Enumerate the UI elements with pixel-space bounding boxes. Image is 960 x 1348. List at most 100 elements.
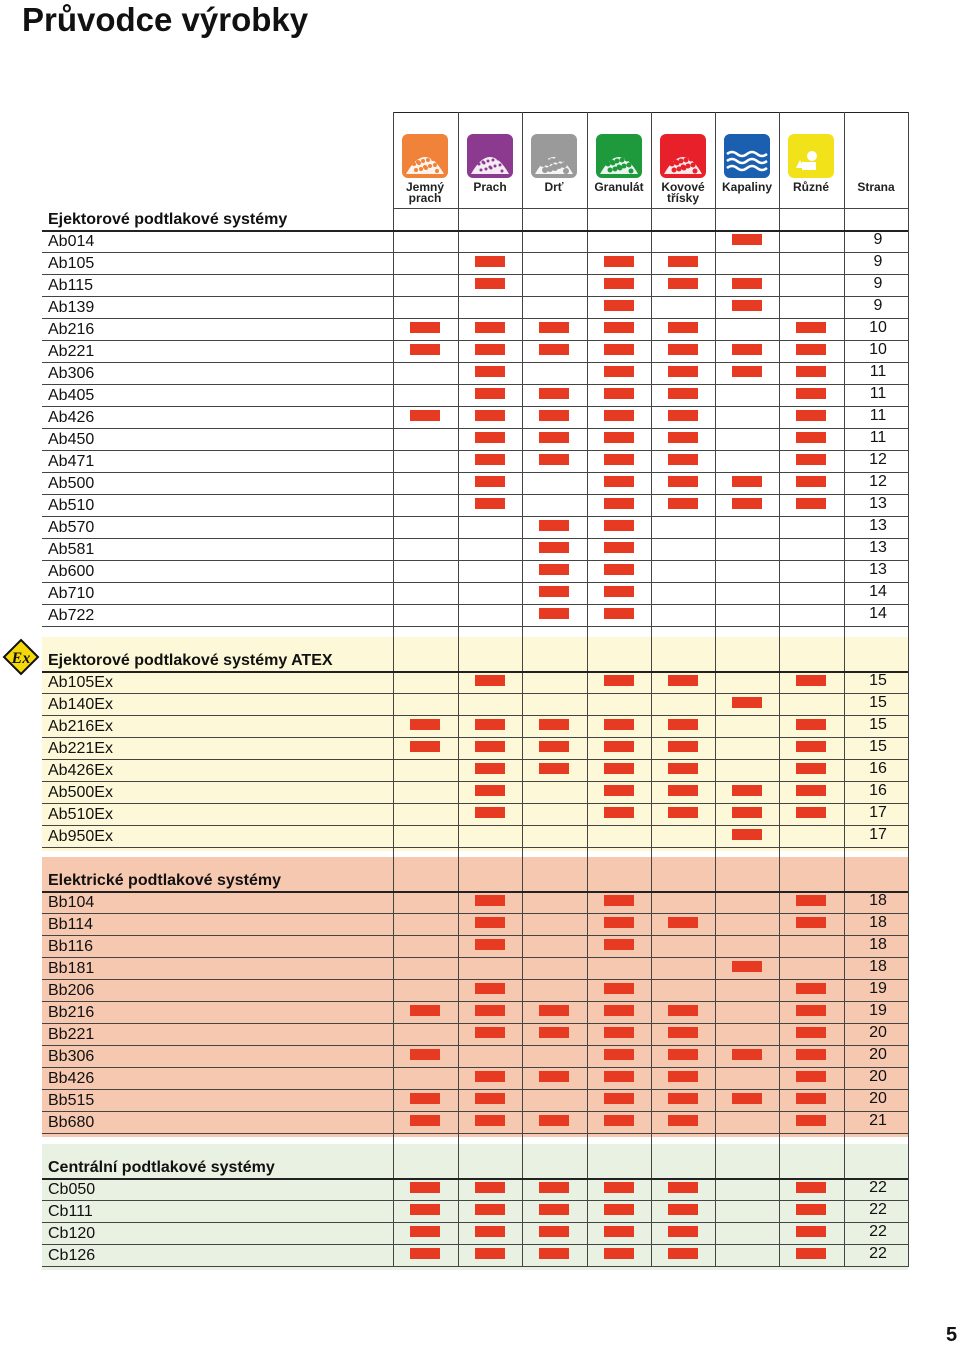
fine-dust-icon: [402, 134, 448, 178]
suitability-mark: [732, 807, 762, 818]
suitability-mark: [539, 608, 569, 619]
page-reference: 15: [869, 694, 887, 711]
page-reference: 14: [869, 605, 887, 622]
row-divider: [42, 1266, 908, 1267]
suitability-mark: [604, 741, 634, 752]
suitability-mark: [604, 388, 634, 399]
suitability-mark: [475, 476, 505, 487]
row-divider: [42, 384, 908, 385]
suitability-mark: [539, 1115, 569, 1126]
product-name: Bb116: [48, 938, 94, 955]
suitability-mark: [796, 410, 826, 421]
page-reference: 11: [869, 407, 887, 424]
suitability-mark: [410, 741, 440, 752]
column-label-line1: Prach: [473, 180, 507, 194]
suitability-mark: [539, 1248, 569, 1259]
suitability-mark: [604, 278, 634, 289]
page-reference: 17: [869, 804, 887, 821]
suitability-mark: [475, 1115, 505, 1126]
row-divider: [42, 1244, 908, 1245]
product-name: Ab500Ex: [48, 784, 113, 801]
suitability-mark: [475, 1093, 505, 1104]
suitability-mark: [668, 1071, 698, 1082]
suitability-mark: [796, 917, 826, 928]
suitability-mark: [796, 1005, 826, 1016]
product-name: Bb306: [48, 1048, 95, 1065]
suitability-mark: [796, 498, 826, 509]
row-divider: [42, 1111, 908, 1112]
section-title-underline: [42, 671, 908, 673]
page-reference: 22: [869, 1179, 887, 1196]
suitability-mark: [668, 741, 698, 752]
page-reference: 11: [869, 429, 887, 446]
column-label: Granulát: [587, 181, 651, 193]
page-reference: 9: [873, 297, 883, 314]
column-label-line1: Různé: [793, 180, 829, 194]
page-reference: 19: [869, 980, 887, 997]
suitability-mark: [668, 1226, 698, 1237]
row-divider: [42, 979, 908, 980]
column-header-various: Různé: [779, 112, 843, 208]
page-reference: 18: [869, 958, 887, 975]
product-name: Ab471: [48, 453, 95, 470]
suitability-mark: [668, 1182, 698, 1193]
page-reference: 17: [869, 826, 887, 843]
liquids-icon: [724, 134, 770, 178]
suitability-mark: [796, 675, 826, 686]
suitability-mark: [539, 1226, 569, 1237]
page-reference: 13: [869, 517, 887, 534]
suitability-mark: [668, 322, 698, 333]
row-divider: [42, 913, 908, 914]
page-title: Průvodce výrobky: [22, 1, 309, 38]
page-reference: 9: [873, 231, 883, 248]
various-icon: [788, 134, 834, 178]
suitability-mark: [604, 983, 634, 994]
row-divider: [42, 957, 908, 958]
granulate-icon: [596, 134, 642, 178]
suitability-mark: [796, 785, 826, 796]
page-reference: 18: [869, 936, 887, 953]
suitability-mark: [604, 476, 634, 487]
suitability-mark: [604, 520, 634, 531]
column-header-grit: Drť: [522, 112, 586, 208]
product-name: Ab450: [48, 431, 95, 448]
suitability-mark: [410, 1005, 440, 1016]
product-name: Ab710: [48, 585, 95, 602]
column-header-granulate: Granulát: [587, 112, 651, 208]
row-divider: [42, 318, 908, 319]
product-name: Ab570: [48, 519, 95, 536]
page-reference: 10: [869, 341, 887, 358]
row-divider: [42, 450, 908, 451]
suitability-mark: [668, 917, 698, 928]
suitability-mark: [732, 1093, 762, 1104]
suitability-mark: [796, 454, 826, 465]
suitability-mark: [539, 1182, 569, 1193]
suitability-mark: [475, 1204, 505, 1215]
row-divider: [42, 1067, 908, 1068]
suitability-mark: [410, 1093, 440, 1104]
page-reference: 19: [869, 1002, 887, 1019]
product-name: Cb111: [48, 1203, 93, 1220]
suitability-mark: [604, 344, 634, 355]
product-name: Ab600: [48, 563, 95, 580]
suitability-mark: [668, 454, 698, 465]
suitability-mark: [796, 1093, 826, 1104]
metal-chips-icon: [660, 134, 706, 178]
product-name: Ab510: [48, 497, 95, 514]
page-reference: 18: [869, 914, 887, 931]
row-divider: [42, 582, 908, 583]
suitability-mark: [796, 1226, 826, 1237]
column-divider: [844, 112, 845, 1267]
product-name: Ab306: [48, 365, 95, 382]
suitability-mark: [796, 719, 826, 730]
suitability-mark: [668, 432, 698, 443]
section-title: Ejektorové podtlakové systémy ATEX: [48, 652, 333, 669]
product-name: Bb104: [48, 894, 95, 911]
page-reference: 13: [869, 539, 887, 556]
suitability-mark: [604, 895, 634, 906]
grit-icon: [531, 134, 577, 178]
page-reference: 22: [869, 1223, 887, 1240]
suitability-mark: [668, 278, 698, 289]
product-name: Ab216Ex: [48, 718, 113, 735]
page-reference: 22: [869, 1201, 887, 1218]
